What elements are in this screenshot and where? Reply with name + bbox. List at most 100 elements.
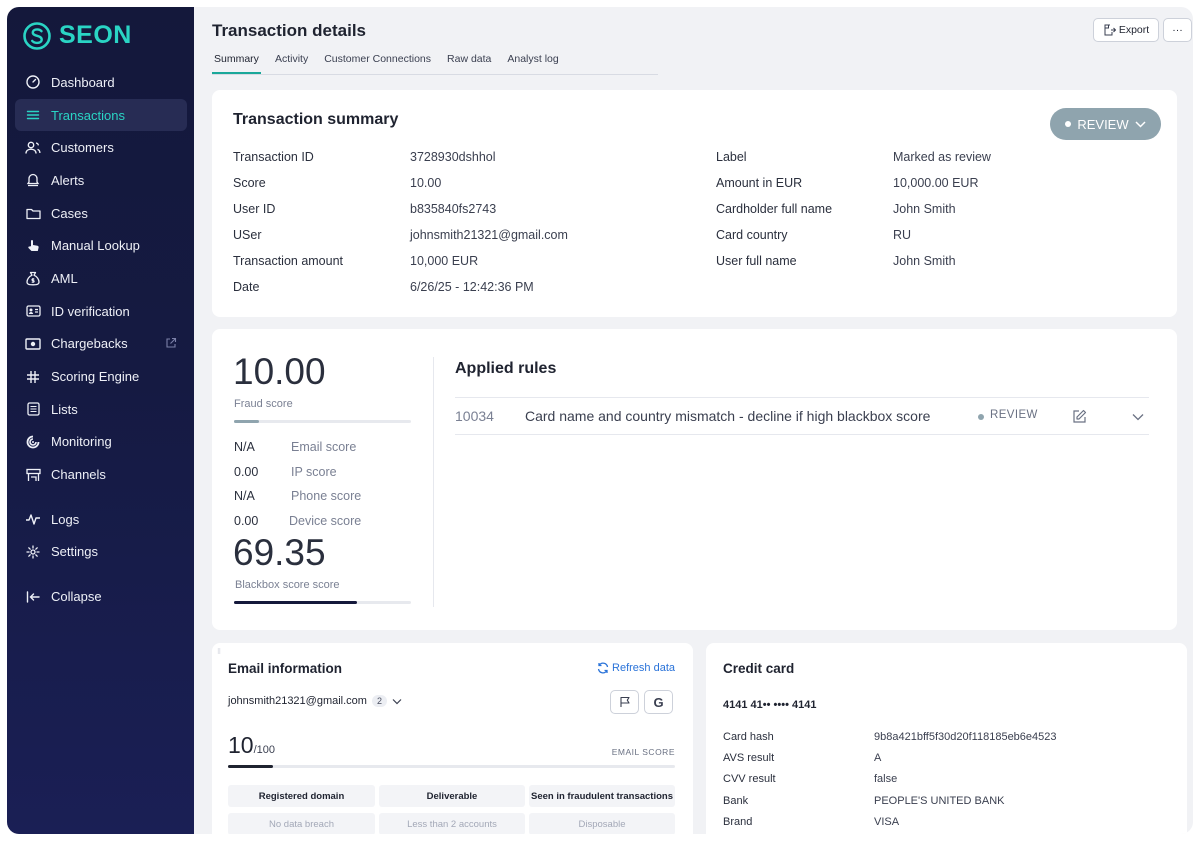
- field-label: USer: [233, 228, 262, 242]
- tab-customer-connections[interactable]: Customer Connections: [324, 53, 432, 65]
- more-options-button[interactable]: ···: [1163, 18, 1192, 42]
- date-value: 6/26/25 - 12:42:36 PM: [410, 280, 534, 294]
- status-dropdown[interactable]: REVIEW: [1050, 108, 1161, 140]
- brand-value: VISA: [874, 816, 900, 828]
- rule-row[interactable]: 10034 Card name and country mismatch - d…: [455, 397, 1149, 435]
- rule-id: 10034: [455, 408, 494, 424]
- id-card-icon: [25, 303, 41, 319]
- fraud-score-value: 10.00: [233, 351, 326, 392]
- edit-icon[interactable]: [1072, 409, 1087, 424]
- nav-spacer: [15, 568, 187, 580]
- card-number: 4141 41•• •••• 4141: [723, 699, 817, 711]
- ip-score-label: IP score: [291, 465, 337, 479]
- refresh-data-link[interactable]: Refresh data: [597, 662, 675, 674]
- email-information-title: Email information: [228, 661, 343, 676]
- sidebar-item-label: Settings: [51, 544, 98, 560]
- seon-logo-icon: [23, 21, 51, 50]
- drag-handle-icon[interactable]: ⁝⁝: [217, 647, 221, 656]
- flag-button[interactable]: [610, 690, 639, 714]
- tab-summary[interactable]: Summary: [212, 51, 261, 74]
- applied-rules-title: Applied rules: [455, 360, 557, 377]
- field-label: Amount in EUR: [716, 176, 803, 190]
- sidebar-item-alerts[interactable]: Alerts: [15, 164, 187, 197]
- chevron-down-icon[interactable]: [1132, 413, 1144, 421]
- card-field-label: CVV result: [723, 773, 776, 785]
- tab-raw-data[interactable]: Raw data: [447, 53, 492, 65]
- transaction-summary-title: Transaction summary: [233, 111, 399, 128]
- sidebar-item-settings[interactable]: Settings: [15, 536, 187, 569]
- field-label: Cardholder full name: [716, 202, 833, 216]
- sidebar-item-cases[interactable]: Cases: [15, 197, 187, 230]
- sidebar-item-label: Monitoring: [51, 434, 112, 450]
- hand-pointer-icon: [25, 238, 41, 254]
- external-link-icon[interactable]: [165, 337, 177, 349]
- tab-activity[interactable]: Activity: [274, 53, 309, 65]
- sidebar-item-label: AML: [51, 270, 78, 286]
- sidebar-item-chargebacks[interactable]: Chargebacks: [15, 328, 187, 361]
- blackbox-score-bar: [234, 601, 411, 604]
- chevron-down-icon: [392, 698, 402, 704]
- bell-icon: [25, 172, 41, 188]
- email-address: johnsmith21321@gmail.com: [228, 695, 367, 707]
- export-label: Export: [1118, 24, 1150, 36]
- speedometer-icon: [25, 74, 41, 90]
- email-selector[interactable]: johnsmith21321@gmail.com 2: [228, 695, 402, 707]
- credit-card-title: Credit card: [723, 661, 795, 676]
- collapse-icon: [25, 589, 41, 605]
- sidebar-item-aml[interactable]: AML: [15, 262, 187, 295]
- card-field-label: AVS result: [723, 752, 775, 764]
- banknote-icon: [25, 336, 41, 352]
- transaction-id-value: 3728930dshhol: [410, 150, 496, 164]
- user-id-value: b835840fs2743: [410, 202, 497, 216]
- sidebar-item-label: Alerts: [51, 172, 85, 188]
- transaction-amount-value: 10,000 EUR: [410, 254, 479, 268]
- email-score-value: N/A: [234, 440, 255, 454]
- folder-icon: [25, 205, 41, 221]
- sidebar-item-channels[interactable]: Channels: [15, 458, 187, 491]
- more-icon: ···: [1172, 24, 1183, 36]
- sidebar-item-label: Chargebacks: [51, 336, 128, 352]
- sidebar-item-dashboard[interactable]: Dashboard: [15, 66, 187, 99]
- email-score-bar-fill: [228, 765, 273, 768]
- phone-score-value: N/A: [234, 489, 255, 503]
- card-country-value: RU: [893, 228, 912, 242]
- sidebar-item-collapse[interactable]: Collapse: [15, 580, 187, 613]
- sidebar-item-id-verification[interactable]: ID verification: [15, 295, 187, 328]
- field-label: Label: [716, 150, 747, 164]
- label-value: Marked as review: [893, 150, 991, 164]
- phone-score-label: Phone score: [291, 489, 362, 503]
- app-window: SEON Dashboard Transactions Customers: [7, 7, 1193, 834]
- logo-text: SEON: [59, 21, 132, 49]
- grid-cell: No data breach: [228, 813, 375, 834]
- list-icon: [25, 107, 41, 123]
- sidebar-item-label: Logs: [51, 511, 80, 527]
- sidebar-item-monitoring[interactable]: Monitoring: [15, 426, 187, 459]
- email-score: 10 /100: [228, 732, 275, 759]
- blackbox-score-value: 69.35: [233, 532, 326, 573]
- score-value: 10.00: [410, 176, 442, 190]
- field-label: Transaction amount: [233, 254, 344, 268]
- email-score-bar: [228, 765, 675, 768]
- sidebar-item-customers[interactable]: Customers: [15, 131, 187, 164]
- nav-spacer: [15, 491, 187, 503]
- google-button[interactable]: G: [644, 690, 673, 714]
- sidebar-item-manual-lookup[interactable]: Manual Lookup: [15, 229, 187, 262]
- cardholder-name-value: John Smith: [893, 202, 956, 216]
- blackbox-score-label: Blackbox score score: [235, 579, 340, 591]
- status-label: REVIEW: [1077, 116, 1129, 132]
- sidebar-item-scoring-engine[interactable]: Scoring Engine: [15, 360, 187, 393]
- export-button[interactable]: Export: [1093, 18, 1159, 42]
- grid-header: Seen in fraudulent transactions: [529, 785, 675, 807]
- sidebar-item-label: Lists: [51, 401, 78, 417]
- sidebar-item-transactions[interactable]: Transactions: [15, 98, 187, 132]
- sidebar-item-logs[interactable]: Logs: [15, 503, 187, 536]
- bank-value: PEOPLE'S UNITED BANK: [874, 795, 1005, 807]
- email-score-label: Email score: [291, 440, 357, 454]
- channels-icon: [25, 467, 41, 483]
- rule-status: REVIEW: [990, 409, 1038, 421]
- seon-logo[interactable]: SEON: [23, 21, 132, 50]
- sidebar-item-lists[interactable]: Lists: [15, 393, 187, 426]
- field-label: Date: [233, 280, 260, 294]
- grid-header: Deliverable: [379, 785, 525, 807]
- tab-analyst-log[interactable]: Analyst log: [507, 53, 559, 65]
